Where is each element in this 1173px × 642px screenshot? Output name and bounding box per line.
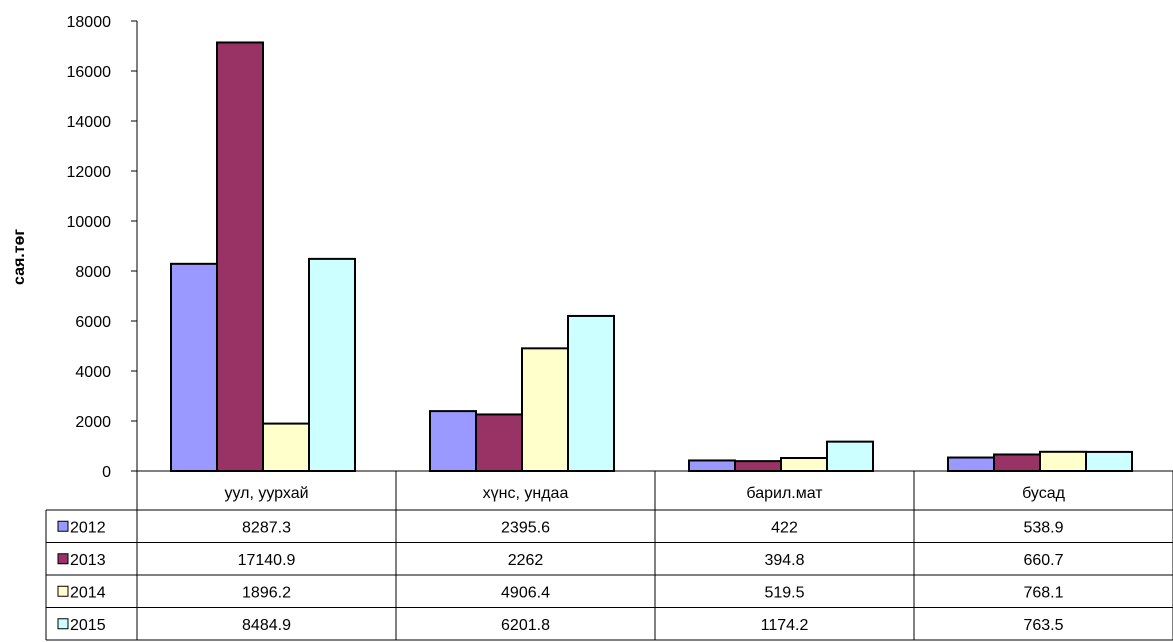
bar-2015-2 [826, 440, 874, 472]
bar-2014-3 [1039, 450, 1087, 472]
bar-2013-3 [993, 453, 1041, 473]
y-tick-label: 6000 [75, 314, 111, 331]
legend-label: 2013 [70, 552, 106, 569]
data-table: уул, уурхай хүнс, ундаа барил.мат бусад 2012… [45, 470, 1173, 641]
y-tick-label: 10000 [67, 214, 112, 231]
bar-2014-0 [262, 422, 310, 472]
bar-2015-1 [567, 314, 615, 472]
bar-2013-2 [734, 460, 782, 473]
bar-2013-0 [216, 41, 264, 472]
category-label: барил.мат [746, 485, 823, 502]
data-label: 768.1 [1023, 584, 1063, 601]
data-label: 8484.9 [242, 617, 291, 634]
data-label: 4906.4 [501, 584, 550, 601]
bar-2012-0 [170, 262, 218, 472]
bar-2014-2 [780, 457, 828, 473]
legend-label: 2015 [70, 617, 106, 634]
bar-2015-0 [308, 257, 356, 472]
y-tick-label: 0 [102, 464, 111, 481]
y-axis-title: сая.төг [11, 229, 28, 285]
category-label: хүнс, ундаа [483, 485, 569, 502]
y-tick-label: 8000 [75, 264, 111, 281]
data-label: 1174.2 [761, 617, 809, 634]
bar-2014-1 [521, 347, 569, 472]
legend-label: 2014 [70, 584, 106, 601]
bars-layer [170, 41, 1133, 473]
data-label: 1896.2 [242, 584, 291, 601]
legend-label: 2012 [70, 519, 106, 536]
data-label: 763.5 [1023, 617, 1063, 634]
legend-key-2014 [57, 585, 69, 597]
y-axis: 0 2000 4000 6000 8000 10000 12000 14000 16000 180… [67, 14, 138, 481]
y-tick-label: 2000 [75, 414, 111, 431]
data-label: 6201.8 [501, 617, 550, 634]
data-label: 422 [771, 519, 798, 536]
y-tick-label: 16000 [67, 64, 112, 81]
bar-2012-3 [947, 456, 995, 472]
data-label: 519.5 [764, 584, 804, 601]
bar-2015-3 [1085, 450, 1133, 473]
bar-2012-2 [688, 459, 736, 473]
legend-key-2013 [57, 553, 69, 565]
y-tick-label: 14000 [67, 114, 112, 131]
data-label: 2395.6 [501, 519, 550, 536]
bar-2013-1 [475, 413, 523, 473]
data-label: 8287.3 [242, 519, 291, 536]
legend-key-2015 [57, 618, 69, 630]
y-tick-label: 12000 [67, 164, 112, 181]
data-label: 394.8 [764, 552, 804, 569]
data-label: 538.9 [1023, 519, 1063, 536]
data-label: 2262 [508, 552, 544, 569]
y-tick-label: 4000 [75, 364, 111, 381]
category-label: бусад [1022, 485, 1066, 502]
y-tick-label: 18000 [67, 14, 112, 31]
bar-2012-1 [429, 410, 477, 472]
category-label: уул, уурхай [224, 485, 308, 502]
data-label: 17140.9 [238, 552, 296, 569]
data-label: 660.7 [1023, 552, 1063, 569]
legend-key-2012 [57, 520, 69, 532]
